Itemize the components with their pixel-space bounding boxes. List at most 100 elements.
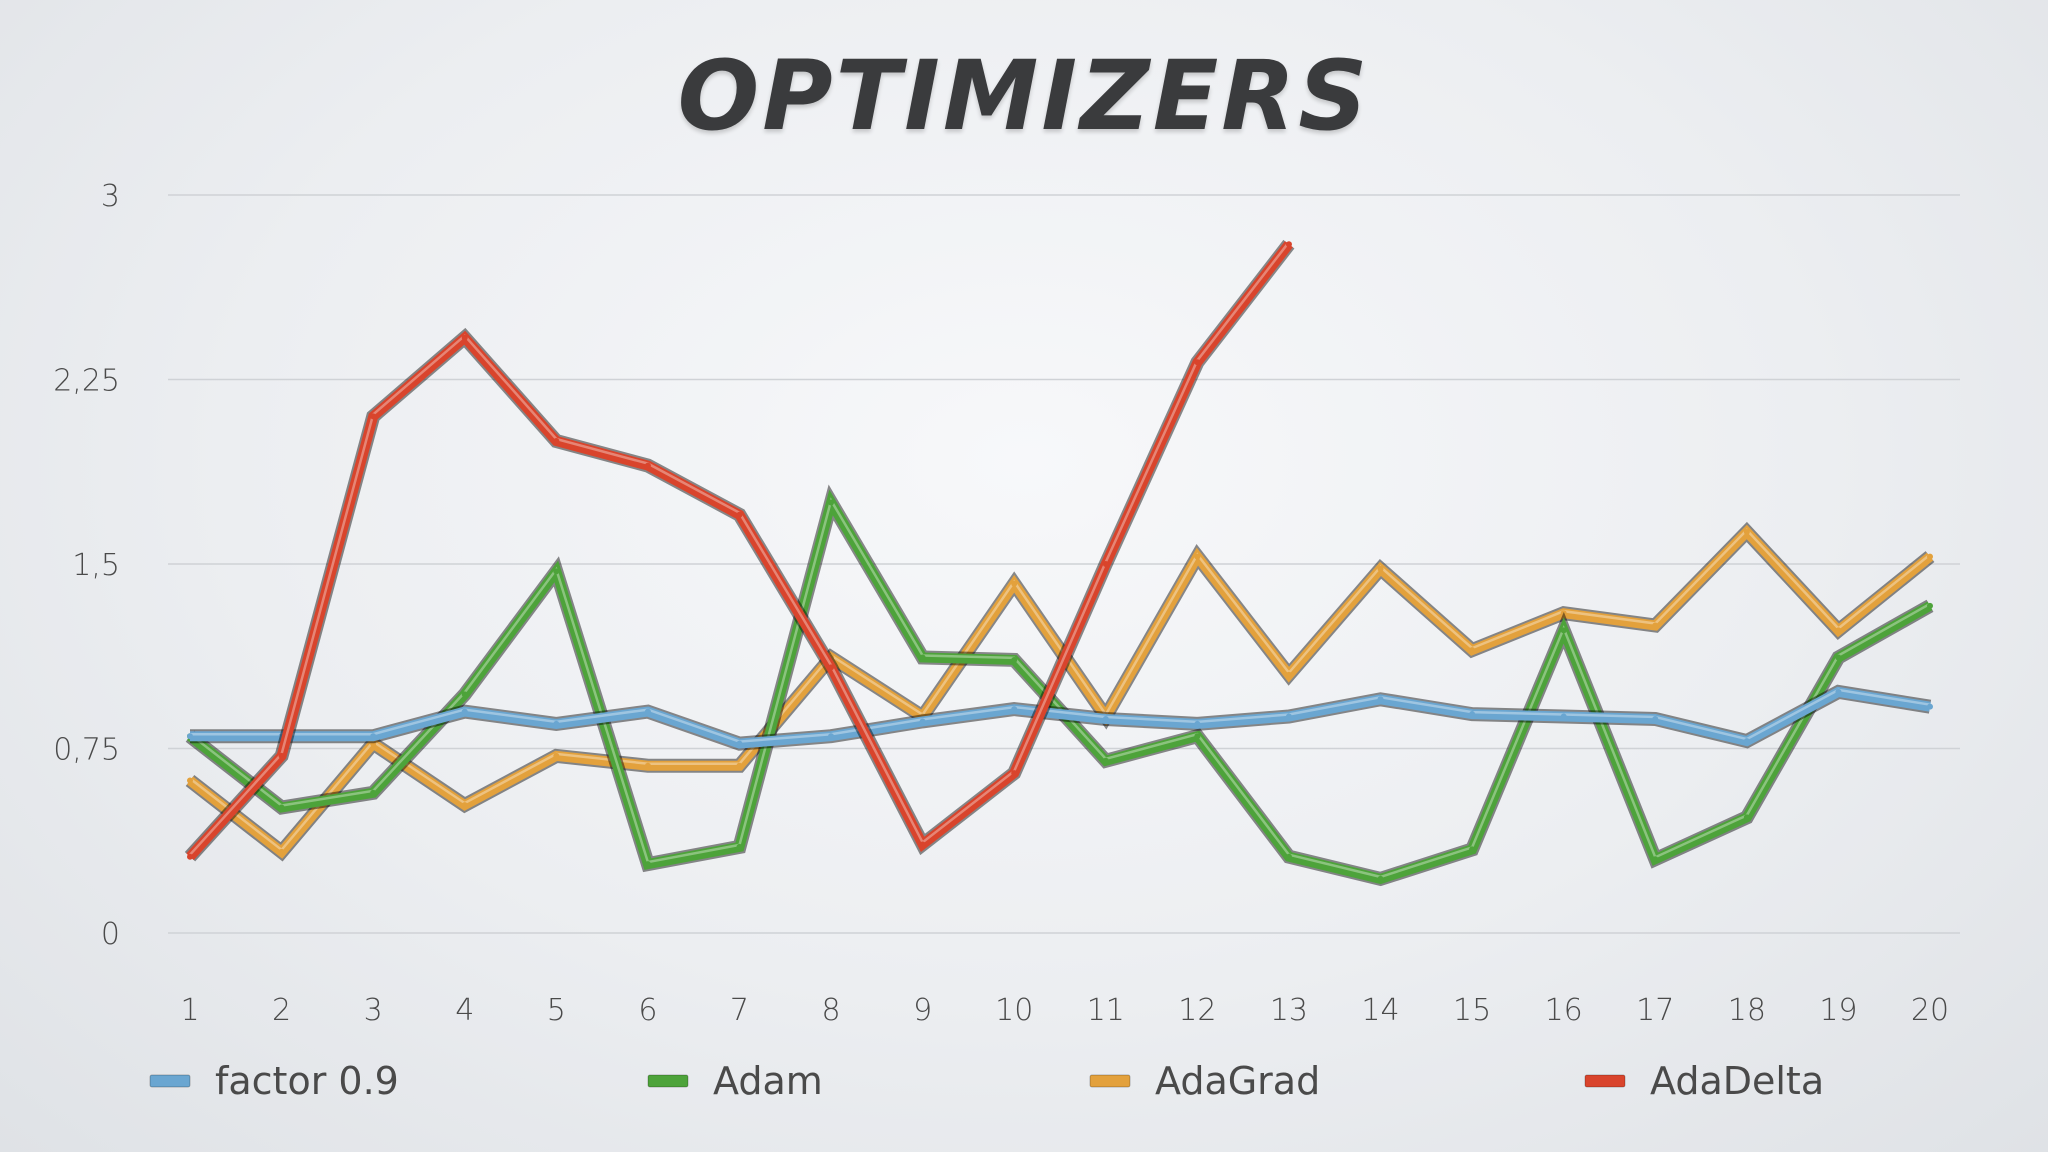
data-point — [644, 861, 651, 868]
x-tick-label: 9 — [913, 993, 932, 1028]
gridlines — [168, 194, 1960, 934]
data-point — [736, 762, 743, 769]
x-tick-label: 12 — [1178, 993, 1216, 1028]
legend-swatch — [1584, 1074, 1626, 1088]
series-line-highlight — [189, 528, 1931, 852]
data-point — [187, 777, 193, 784]
data-point — [828, 499, 835, 506]
legend-swatch — [1089, 1074, 1131, 1088]
data-point — [1469, 711, 1476, 718]
data-point — [278, 752, 285, 759]
data-point — [1285, 713, 1292, 720]
data-point — [278, 848, 285, 855]
data-point — [828, 733, 835, 740]
legend-item: Adam — [647, 1059, 823, 1103]
series-line — [190, 686, 1931, 749]
y-tick-label: 2,25 — [53, 364, 120, 399]
series-line — [186, 489, 1933, 885]
x-tick-label: 17 — [1636, 993, 1674, 1028]
data-point — [1011, 580, 1018, 587]
data-point — [370, 789, 377, 796]
data-point — [187, 733, 193, 740]
chart-title: OPTIMIZERS — [677, 40, 1371, 152]
data-point — [370, 740, 377, 747]
data-point — [1011, 770, 1018, 777]
data-point — [1927, 553, 1933, 560]
x-tick-label: 6 — [638, 993, 657, 1028]
data-point — [1560, 627, 1567, 634]
data-point — [919, 841, 926, 848]
x-tick-label: 5 — [547, 993, 566, 1028]
data-point — [1560, 610, 1567, 617]
legend-swatch — [647, 1074, 689, 1088]
data-point — [1377, 696, 1384, 703]
data-point — [370, 413, 377, 420]
data-point — [828, 664, 835, 671]
data-point — [1469, 846, 1476, 853]
x-tick-label: 14 — [1361, 993, 1399, 1028]
data-point — [644, 462, 651, 469]
data-point — [461, 802, 468, 809]
data-point — [370, 733, 377, 740]
data-point — [461, 691, 468, 698]
data-point — [278, 804, 285, 811]
series-line-shadow — [185, 521, 1935, 862]
data-point — [1652, 715, 1659, 722]
data-point — [1652, 622, 1659, 629]
data-point — [553, 438, 560, 444]
series-lines — [184, 239, 1935, 887]
x-tick-label: 1 — [180, 993, 199, 1028]
legend-item: factor 0.9 — [149, 1059, 399, 1103]
data-point — [644, 708, 651, 715]
data-point — [553, 720, 560, 727]
data-point — [553, 752, 560, 759]
data-point — [1743, 529, 1750, 536]
x-tick-label: 10 — [995, 993, 1033, 1028]
x-tick-label: 13 — [1270, 993, 1308, 1028]
data-point — [461, 708, 468, 715]
y-tick-label: 3 — [101, 179, 120, 214]
data-point — [919, 654, 926, 661]
legend-item: AdaDelta — [1584, 1059, 1824, 1103]
series-line — [186, 524, 1934, 859]
data-point — [1194, 553, 1201, 560]
data-point — [1377, 565, 1384, 572]
legend-label: factor 0.9 — [215, 1059, 399, 1103]
x-tick-label: 19 — [1819, 993, 1857, 1028]
data-point — [553, 568, 560, 575]
series-line-shadow — [185, 484, 1934, 887]
data-point — [736, 511, 743, 518]
data-point — [1652, 856, 1659, 863]
x-tick-label: 16 — [1545, 993, 1583, 1028]
data-point — [1835, 688, 1842, 695]
data-point — [1011, 656, 1018, 663]
series-0 — [187, 684, 1933, 751]
data-point — [1194, 720, 1201, 727]
data-point — [736, 843, 743, 850]
legend-item: AdaGrad — [1089, 1059, 1320, 1103]
x-tick-label: 18 — [1728, 993, 1766, 1028]
data-point — [1835, 654, 1842, 661]
data-point — [1102, 757, 1109, 764]
data-point — [1285, 671, 1292, 678]
x-tick-label: 7 — [730, 993, 749, 1028]
series-line-highlight — [190, 688, 1931, 743]
data-point — [1560, 713, 1567, 720]
data-point — [1927, 703, 1933, 710]
x-tick-label: 15 — [1453, 993, 1491, 1028]
y-axis-ticks: 0 0,75 1,5 2,25 3 — [53, 179, 120, 952]
x-tick-label: 20 — [1911, 993, 1949, 1028]
legend: factor 0.9 Adam AdaGrad AdaDelta — [149, 1059, 1824, 1103]
data-point — [1743, 738, 1750, 745]
series-3 — [184, 239, 1295, 862]
series-1 — [185, 484, 1934, 887]
data-point — [1194, 733, 1201, 740]
x-tick-label: 8 — [822, 993, 841, 1028]
y-tick-label: 0,75 — [53, 733, 120, 768]
data-point — [1835, 627, 1842, 634]
y-tick-label: 1,5 — [72, 548, 120, 583]
x-tick-label: 3 — [364, 993, 383, 1028]
data-point — [187, 853, 193, 860]
y-tick-label: 0 — [101, 917, 120, 952]
